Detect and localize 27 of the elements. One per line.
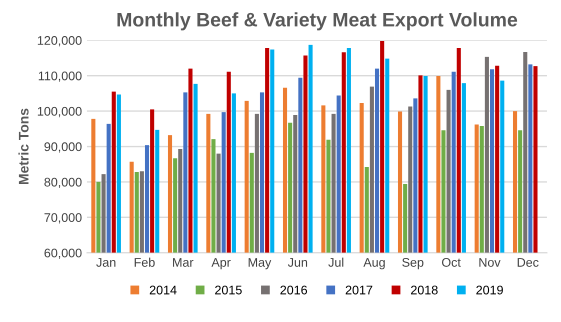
- y-tick-label: 110,000: [38, 71, 82, 82]
- x-tick-label: Mar: [173, 258, 194, 267]
- legend-label: 2016: [280, 286, 308, 294]
- y-tick-label: 80,000: [44, 178, 82, 188]
- y-tick-label: 90,000: [44, 142, 82, 153]
- x-tick-label: May: [248, 258, 272, 270]
- legend-label: 2015: [215, 286, 242, 294]
- x-tick-label: Aug: [363, 258, 385, 270]
- legend-label: 2014: [150, 286, 177, 294]
- legend-label: 2019: [476, 286, 503, 294]
- y-tick-label: 60,000: [44, 248, 82, 259]
- y-tick-label: 70,000: [44, 213, 82, 224]
- y-tick-label: 100,000: [38, 106, 82, 118]
- x-tick-label: Apr: [211, 258, 231, 270]
- x-tick-label: Jun: [288, 258, 308, 267]
- x-tick-label: Oct: [442, 258, 461, 267]
- legend-label: 2017: [346, 286, 372, 294]
- x-tick-label: Jul: [328, 258, 344, 267]
- y-tick-label: 120,000: [38, 36, 82, 46]
- x-tick-label: Feb: [134, 258, 155, 267]
- chart-title: Monthly Beef & Variety Meat Export Volume: [117, 12, 518, 30]
- x-tick-label: Sep: [402, 258, 424, 270]
- legend-label: 2018: [411, 286, 438, 294]
- y-axis-title: Metric Tons: [18, 108, 29, 184]
- x-tick-label: Jan: [96, 258, 116, 267]
- x-tick-label: Nov: [479, 258, 501, 267]
- x-tick-label: Dec: [518, 258, 539, 267]
